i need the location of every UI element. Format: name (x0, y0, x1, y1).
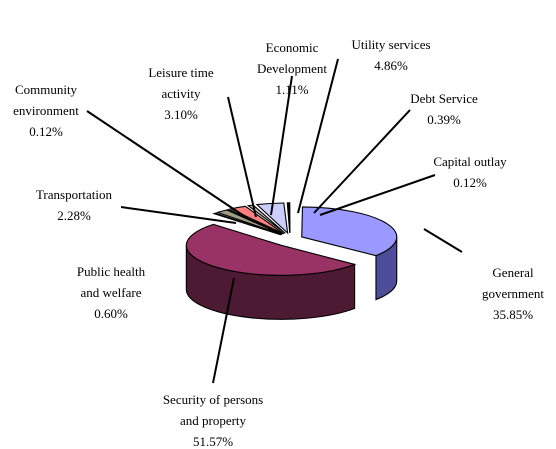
label-public-health-and-welfare: Public health and welfare 0.60% (77, 264, 146, 321)
leader-line-economic-development (270, 75, 293, 216)
slice-general-government (301, 206, 398, 257)
percent-debt-service: 0.39% (427, 112, 461, 127)
slice-transportation (215, 209, 283, 235)
leader-line-capital-outlay (319, 174, 436, 216)
slice-security-of-persons-and-property (185, 223, 357, 276)
leader-line-debt-service (313, 109, 411, 214)
label-utility-services: Utility services 4.86% (351, 37, 430, 73)
leader-line-utility-services (297, 58, 339, 214)
label-general-government: General government 35.85% (482, 265, 544, 322)
leader-line-transportation (120, 206, 237, 224)
pie-side-walls (185, 236, 398, 320)
slice-debt-service (286, 202, 291, 233)
percent-community-environment: 0.12% (29, 124, 63, 139)
percent-leisure-time-activity: 3.10% (164, 107, 198, 122)
pie-top-faces (185, 202, 398, 276)
label-economic-development: Economic Development 1.11% (257, 40, 327, 97)
percent-transportation: 2.28% (57, 208, 91, 223)
leader-line-leisure-time-activity (227, 96, 257, 218)
percent-security-of-persons-and-property: 51.57% (193, 434, 233, 449)
slice-labels: General government 35.85% Security of perso… (13, 37, 544, 449)
label-community-environment: Community environment 0.12% (13, 82, 79, 139)
slice-utility-services (255, 202, 289, 235)
percent-utility-services: 4.86% (374, 58, 408, 73)
percent-general-government: 35.85% (493, 307, 533, 322)
leader-line-community-environment (86, 110, 248, 219)
leader-line-general-government (423, 228, 463, 253)
leader-line-security-of-persons-and-property (212, 277, 235, 384)
percent-economic-development: 1.11% (275, 82, 308, 97)
leader-lines (86, 58, 463, 384)
label-transportation: Transportation 2.28% (36, 187, 113, 223)
slice-leisure-time-activity (228, 205, 285, 235)
label-debt-service: Debt Service 0.39% (410, 91, 478, 127)
slice-public-health-and-welfare (212, 212, 282, 236)
label-capital-outlay: Capital outlay 0.12% (433, 154, 507, 190)
percent-capital-outlay: 0.12% (453, 175, 487, 190)
label-leisure-time-activity: Leisure time activity 3.10% (148, 65, 214, 122)
label-security-of-persons-and-property: Security of persons and property 51.57% (163, 392, 263, 449)
percent-public-health-and-welfare: 0.60% (94, 306, 128, 321)
